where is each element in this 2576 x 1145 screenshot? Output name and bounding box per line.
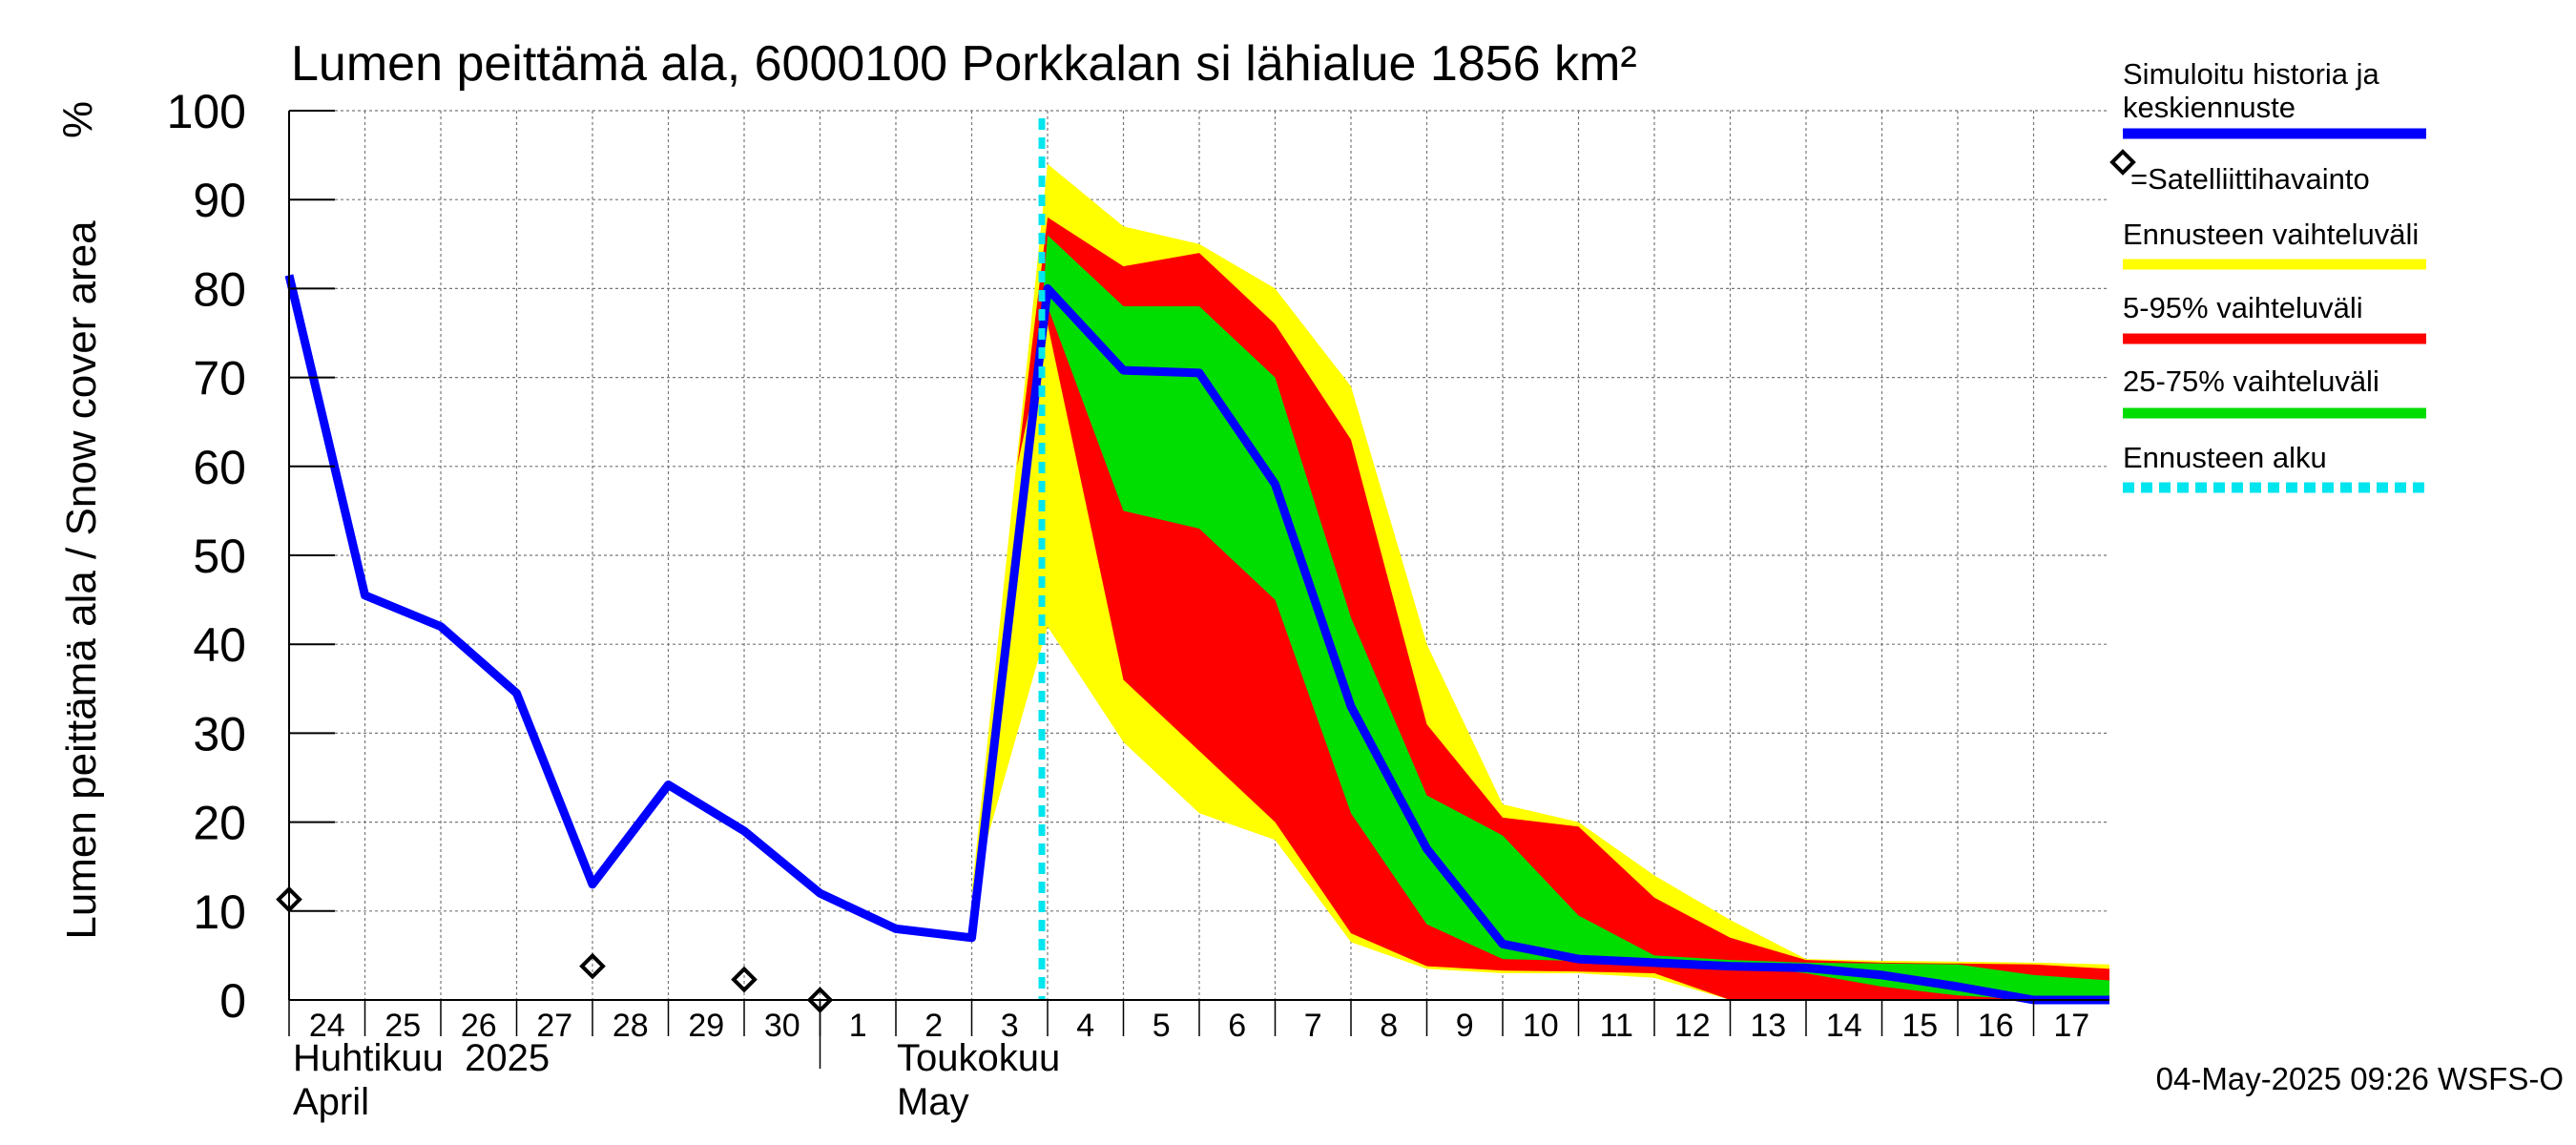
- band-5-95: [1017, 217, 2109, 1001]
- legend-label-satellite: =Satelliittihavainto: [2130, 162, 2370, 196]
- x-tick-label-17: 17: [2053, 1008, 2089, 1044]
- x-tick-label-16: 16: [1978, 1008, 2014, 1044]
- x-tick-labels: 24 25 26 27 28 29 30 1 2 3 4 5 6 7 8 9 10 11 12 13 14 15 16 17: [309, 1008, 2089, 1044]
- y-tick-label-80: 80: [193, 262, 246, 316]
- y-tick-label-70: 70: [193, 352, 246, 406]
- x-tick-label-8: 8: [1380, 1008, 1398, 1044]
- x-tick-label-1: 1: [849, 1008, 867, 1044]
- x-tick-label-25: 25: [384, 1008, 421, 1044]
- x-tick-label-26: 26: [461, 1008, 497, 1044]
- series-lines: [284, 118, 2109, 1005]
- legend-label-0: Simuloitu historia ja: [2123, 57, 2380, 91]
- chart-title: Lumen peittämä ala, 6000100 Porkkalan si…: [291, 36, 1637, 92]
- legend-label-0-line2: keskiennuste: [2123, 91, 2296, 124]
- legend-label-2: Ennusteen vaihteluväli: [2123, 218, 2419, 251]
- x-tick-label-4: 4: [1076, 1008, 1094, 1044]
- x-tick-label-13: 13: [1750, 1008, 1786, 1044]
- x-tick-label-7: 7: [1304, 1008, 1322, 1044]
- x-tick-label-27: 27: [536, 1008, 572, 1044]
- y-tick-label-90: 90: [193, 174, 246, 227]
- forecast-bands: [971, 163, 2109, 1001]
- satellite-markers: [276, 885, 834, 1013]
- satellite-point: [731, 966, 758, 993]
- y-tick-label-30: 30: [193, 707, 246, 760]
- x-tick-label-10: 10: [1523, 1008, 1559, 1044]
- y-axis-label: Lumen peittämä ala / Snow cover area: [58, 220, 105, 940]
- y-tick-label-60: 60: [193, 441, 246, 494]
- x-tick-label-28: 28: [613, 1008, 649, 1044]
- legend-label-5: Ennusteen alku: [2123, 441, 2327, 474]
- legend-label-4: 25-75% vaihteluväli: [2123, 364, 2379, 398]
- y-tick-label-20: 20: [193, 797, 246, 850]
- x-tick-label-5: 5: [1153, 1008, 1171, 1044]
- x-tick-label-2: 2: [924, 1008, 943, 1044]
- y-tick-labels: 0 10 20 30 40 50 60 70 80 90 100: [167, 85, 246, 1028]
- y-tick-label-40: 40: [193, 618, 246, 672]
- axes: [288, 110, 2109, 1069]
- x-tick-label-12: 12: [1674, 1008, 1711, 1044]
- x-tick-label-15: 15: [1901, 1008, 1938, 1044]
- footer-timestamp: 04-May-2025 09:26 WSFS-O: [2156, 1061, 2564, 1096]
- y-tick-label-50: 50: [193, 530, 246, 583]
- x-tick-label-6: 6: [1228, 1008, 1246, 1044]
- legend-diamond-marker: [2109, 149, 2136, 176]
- y-tick-label-0: 0: [219, 974, 246, 1028]
- band-25-75: [1040, 235, 2109, 1000]
- satellite-point: [276, 885, 302, 913]
- x-tick-label-29: 29: [688, 1008, 724, 1044]
- month-label-april-fi: Huhtikuu 2025: [293, 1037, 550, 1079]
- month-label-april-en: April: [293, 1081, 369, 1123]
- y-tick-label-10: 10: [193, 885, 246, 939]
- x-tick-label-30: 30: [764, 1008, 800, 1044]
- x-tick-label-3: 3: [1001, 1008, 1019, 1044]
- legend-label-3: 5-95% vaihteluväli: [2123, 291, 2363, 324]
- x-tick-label-9: 9: [1456, 1008, 1474, 1044]
- y-tick-label-100: 100: [167, 85, 246, 138]
- series-line-mean: [284, 274, 2109, 1005]
- month-label-may-fi: Toukokuu: [897, 1037, 1060, 1079]
- x-tick-label-14: 14: [1826, 1008, 1862, 1044]
- y-axis-unit: %: [54, 101, 101, 138]
- satellite-point: [806, 987, 834, 1013]
- x-tick-label-11: 11: [1600, 1008, 1633, 1044]
- x-tick-label-24: 24: [309, 1008, 345, 1044]
- satellite-point: [579, 952, 606, 980]
- month-label-may-en: May: [897, 1081, 969, 1123]
